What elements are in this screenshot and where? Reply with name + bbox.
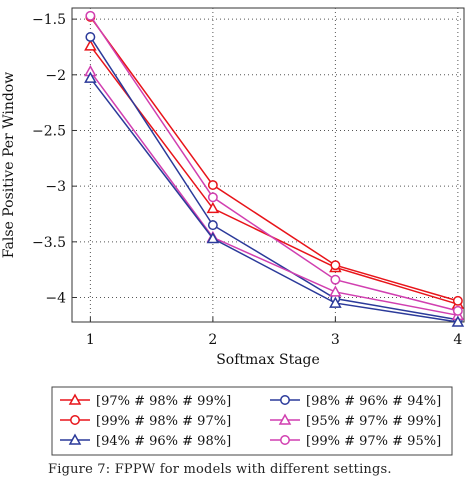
legend-marker (280, 395, 290, 405)
y-axis-label: False Positive Per Window (1, 72, 17, 258)
figure-caption: Figure 7: FPPW for models with different… (48, 462, 392, 477)
y-tick-label: −3 (45, 179, 66, 195)
data-point-marker (452, 295, 463, 306)
legend-label: [97% # 98% # 99%] (96, 394, 231, 409)
series-line (89, 15, 459, 312)
series-5 (84, 71, 465, 327)
legend: [97% # 98% # 99%] [98% # 96% # 94%] [99% #… (51, 386, 453, 456)
legend-label: [95% # 97% # 99%] (306, 414, 441, 429)
plot-frame (71, 7, 465, 323)
data-point-marker (207, 180, 218, 190)
legend-marker (278, 413, 292, 425)
legend-label: [99% # 97% # 95%] (306, 434, 441, 449)
data-point-marker (452, 305, 463, 316)
legend-item: [99% # 97% # 95%] (270, 434, 441, 449)
x-tick-label: 3 (331, 332, 340, 348)
legend-box (51, 386, 453, 456)
series-line (89, 16, 459, 302)
data-point-marker (85, 32, 96, 42)
legend-label: [94% # 96% # 98%] (96, 434, 231, 449)
data-point-marker (330, 260, 341, 271)
legend-marker (280, 435, 290, 445)
legend-item: [99% # 98% # 97%] (60, 414, 231, 429)
legend-label: [98% # 96% # 94%] (306, 394, 441, 409)
legend-marker (68, 393, 82, 405)
series-1 (84, 39, 465, 309)
legend-item: [97% # 98% # 99%] (60, 393, 231, 409)
legend-label: [99% # 98% # 97%] (96, 414, 231, 429)
x-tick-label: 1 (86, 332, 95, 348)
legend-item: [95% # 97% # 99%] (270, 413, 441, 429)
legend-marker (68, 433, 82, 445)
axis-ticks: 1 2 3 4 −1.5 −2 −2.5 −3 −3.5 −4 (32, 12, 462, 348)
series-6 (85, 10, 463, 316)
data-point-marker (206, 231, 220, 244)
legend-item: [98% # 96% # 94%] (270, 394, 441, 409)
grid-lines (72, 8, 464, 322)
series-layer (84, 10, 465, 327)
legend-item: [94% # 96% # 98%] (60, 433, 231, 449)
legend-marker (70, 415, 80, 425)
series-2 (85, 32, 463, 325)
y-tick-label: −3.5 (32, 235, 66, 251)
data-point-marker (84, 71, 97, 83)
y-tick-label: −1.5 (32, 12, 66, 28)
data-point-marker (329, 296, 342, 308)
x-tick-label: 4 (453, 332, 462, 348)
y-tick-label: −2.5 (32, 123, 66, 139)
data-point-marker (84, 39, 97, 51)
data-point-marker (207, 192, 218, 203)
data-point-marker (330, 274, 341, 285)
data-point-marker (85, 10, 96, 21)
data-point-marker (329, 285, 342, 297)
data-point-marker (451, 315, 465, 327)
series-4 (84, 64, 465, 321)
data-point-marker (206, 201, 220, 214)
series-3 (85, 11, 463, 306)
x-tick-label: 2 (208, 332, 217, 348)
x-axis-label: Softmax Stage (216, 352, 320, 368)
series-line (89, 77, 458, 323)
series-line (89, 71, 459, 317)
y-tick-label: −4 (45, 291, 66, 307)
series-line (89, 36, 459, 321)
data-point-marker (207, 220, 218, 231)
y-tick-label: −2 (45, 68, 66, 84)
